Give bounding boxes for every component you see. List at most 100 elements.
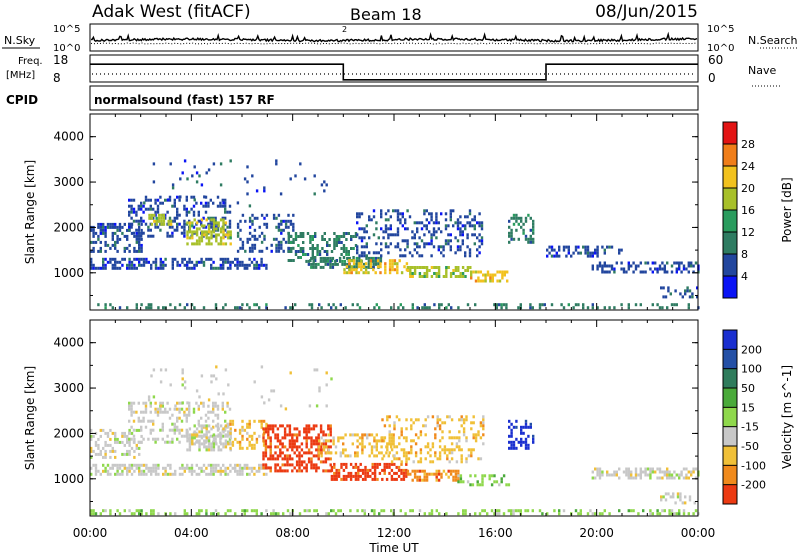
scatter-cell bbox=[159, 407, 162, 411]
scatter-cell bbox=[118, 466, 122, 470]
scatter-cell bbox=[157, 216, 161, 220]
scatter-cell bbox=[406, 209, 409, 213]
scatter-cell bbox=[118, 512, 122, 516]
scatter-cell bbox=[406, 245, 409, 249]
scatter-cell bbox=[335, 468, 338, 472]
scatter-cell bbox=[508, 240, 511, 244]
scatter-cell bbox=[449, 212, 452, 216]
scatter-cell bbox=[147, 469, 150, 473]
scatter-cell bbox=[267, 445, 270, 449]
scatter-cell bbox=[396, 212, 400, 216]
scatter-cell bbox=[94, 266, 98, 270]
scatter-cell bbox=[298, 469, 301, 473]
scatter-cell bbox=[508, 234, 511, 238]
scatter-cell bbox=[370, 448, 374, 452]
scatter-cell bbox=[219, 239, 223, 243]
scatter-cell bbox=[481, 509, 484, 513]
scatter-cell bbox=[111, 231, 114, 235]
scatter-cell bbox=[438, 303, 441, 307]
scatter-cell bbox=[140, 263, 143, 267]
scatter-cell bbox=[426, 415, 430, 419]
scatter-cell bbox=[226, 210, 229, 214]
scatter-cell bbox=[214, 404, 217, 408]
scatter-cell bbox=[265, 422, 268, 426]
scatter-cell bbox=[515, 419, 518, 423]
scatter-cell bbox=[290, 247, 293, 250]
scatter-cell bbox=[687, 270, 690, 274]
scatter-cell bbox=[104, 303, 107, 307]
scatter-cell bbox=[384, 242, 388, 246]
scatter-cell bbox=[331, 265, 335, 269]
scatter-cell bbox=[361, 448, 364, 452]
scatter-cell bbox=[358, 254, 361, 258]
scatter-cell bbox=[204, 225, 208, 229]
scatter-cell bbox=[553, 254, 556, 258]
scatter-cell bbox=[333, 244, 336, 247]
scatter-cell bbox=[519, 303, 522, 307]
colorbar-swatch bbox=[723, 465, 737, 485]
scatter-cell bbox=[111, 463, 114, 467]
scatter-cell bbox=[596, 248, 599, 252]
scatter-cell bbox=[478, 233, 481, 237]
scatter-cell bbox=[238, 428, 242, 432]
scatter-cell bbox=[300, 448, 304, 452]
scatter-cell bbox=[457, 275, 460, 278]
scatter-cell bbox=[565, 245, 568, 249]
scatter-cell bbox=[210, 374, 213, 378]
scatter-cell bbox=[324, 256, 327, 260]
scatter-cell bbox=[413, 269, 417, 272]
scatter-cell bbox=[180, 434, 184, 438]
scatter-cell bbox=[137, 440, 140, 444]
scatter-cell bbox=[401, 254, 404, 258]
scatter-cell bbox=[128, 466, 131, 470]
scatter-cell bbox=[109, 443, 112, 447]
scatter-cell bbox=[248, 237, 252, 241]
scatter-cell bbox=[142, 463, 146, 467]
scatter-cell bbox=[420, 239, 424, 243]
scatter-cell bbox=[305, 430, 308, 434]
scatter-cell bbox=[207, 442, 211, 446]
scatter-cell bbox=[133, 449, 136, 453]
scatter-cell bbox=[596, 470, 599, 474]
scatter-cell bbox=[216, 204, 220, 208]
scatter-cell bbox=[389, 227, 392, 231]
scatter-cell bbox=[387, 236, 390, 240]
scatter-cell bbox=[324, 442, 328, 446]
scatter-cell bbox=[128, 463, 131, 467]
scatter-cell bbox=[625, 467, 628, 471]
scatter-cell bbox=[524, 437, 528, 441]
scatter-cell bbox=[311, 244, 314, 247]
scatter-cell bbox=[352, 465, 355, 469]
scatter-cell bbox=[367, 265, 371, 269]
scatter-cell bbox=[419, 460, 423, 464]
scatter-cell bbox=[241, 437, 244, 441]
scatter-cell bbox=[388, 265, 392, 269]
scatter-cell bbox=[200, 239, 204, 243]
scatter-cell bbox=[90, 437, 93, 441]
scatter-cell bbox=[109, 512, 112, 516]
scatter-cell bbox=[450, 451, 454, 455]
scatter-cell bbox=[477, 457, 480, 461]
scatter-cell bbox=[197, 419, 200, 423]
scatter-cell bbox=[144, 404, 148, 408]
scatter-cell bbox=[405, 457, 408, 461]
scatter-cell bbox=[445, 266, 448, 269]
scatter-cell bbox=[579, 509, 582, 513]
scatter-cell bbox=[435, 212, 438, 216]
scatter-cell bbox=[656, 270, 659, 274]
scatter-cell bbox=[333, 465, 336, 469]
scatter-cell bbox=[380, 445, 383, 449]
scatter-cell bbox=[92, 266, 95, 270]
scatter-cell bbox=[253, 216, 257, 220]
scatter-cell bbox=[658, 467, 662, 471]
scatter-cell bbox=[231, 422, 235, 426]
scatter-cell bbox=[99, 222, 102, 226]
scatter-cell bbox=[263, 186, 266, 190]
scatter-cell bbox=[183, 222, 186, 226]
scatter-cell bbox=[207, 410, 210, 414]
scatter-cell bbox=[365, 224, 368, 228]
scatter-cell bbox=[253, 243, 257, 247]
scatter-cell bbox=[253, 246, 257, 250]
scatter-cell bbox=[418, 221, 421, 225]
scatter-cell bbox=[325, 445, 328, 449]
